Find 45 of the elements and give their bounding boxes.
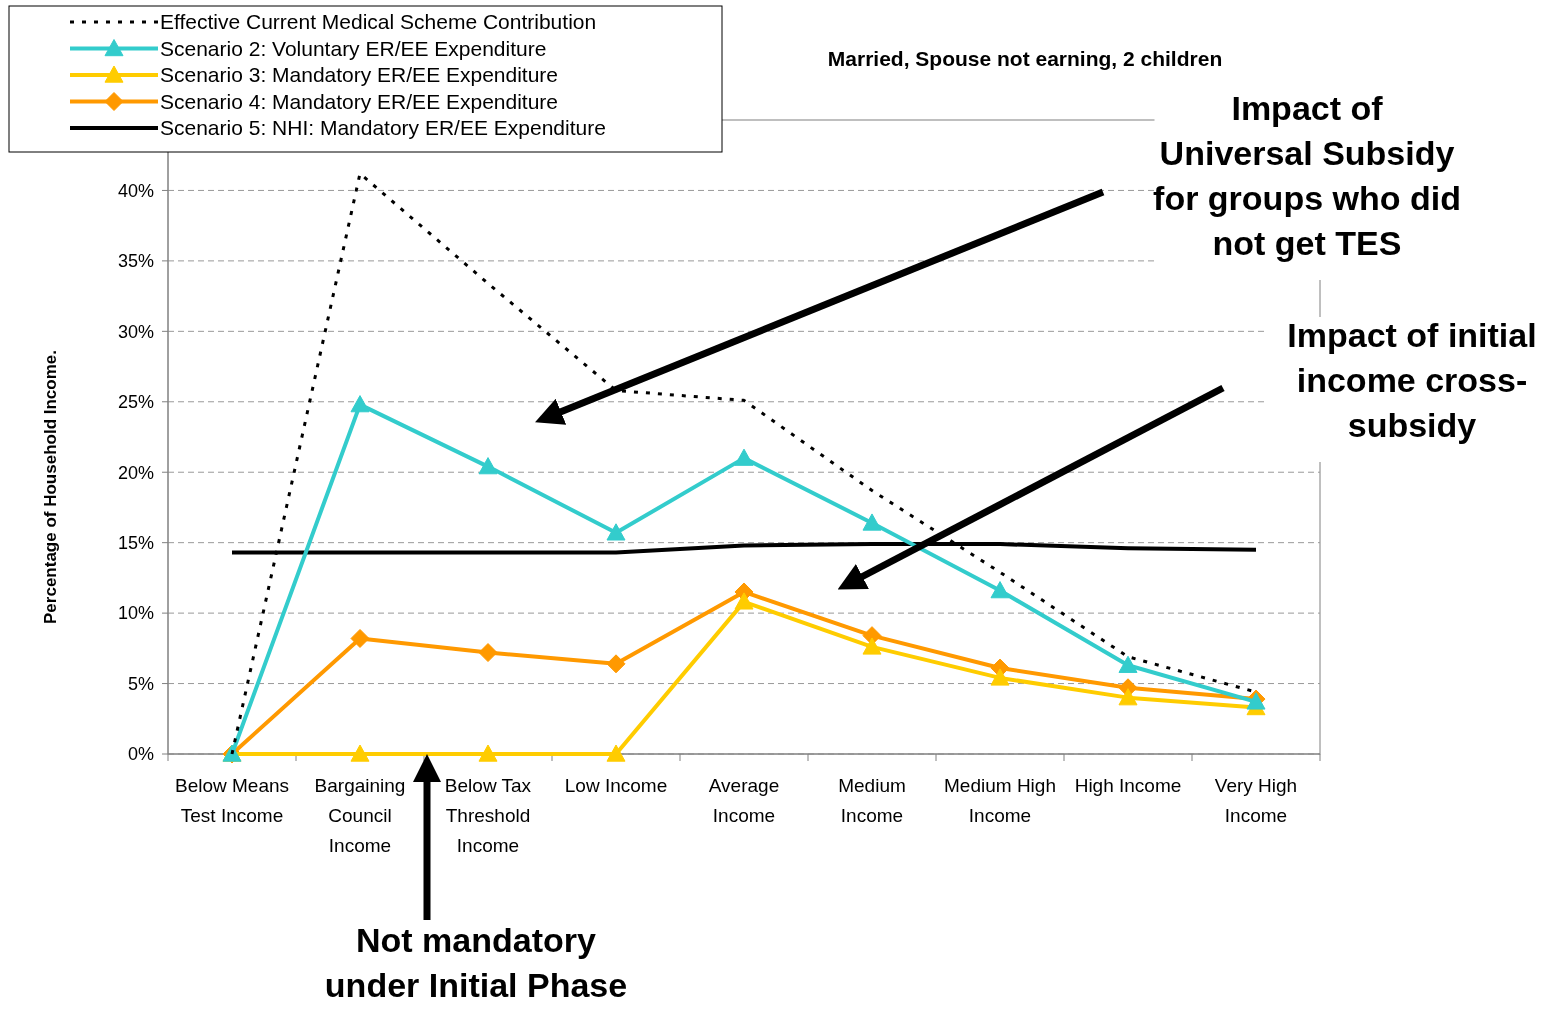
x-tick-label: Below Means Test Income — [174, 775, 290, 826]
chart-title: Married, Spouse not earning, 2 children — [827, 47, 1223, 70]
annotation: Impact of Universal Subsidy for groups who did not get TES — [1153, 89, 1461, 262]
x-tick-label: Low Income — [564, 775, 668, 796]
legend-label: Scenario 4: Mandatory ER/EE Expenditure — [160, 89, 559, 113]
legend-label: Scenario 5: NHI: Mandatory ER/EE Expenditure — [160, 116, 606, 140]
point — [990, 581, 1010, 599]
legend-label: Scenario 2: Voluntary ER/EE Expenditure — [160, 36, 547, 60]
point — [1118, 655, 1138, 673]
y-tick-label: 10% — [117, 603, 154, 624]
y-tick-label: 0% — [127, 744, 154, 765]
y-tick-label: 35% — [117, 251, 154, 272]
point — [478, 643, 498, 663]
point — [862, 513, 882, 531]
point — [606, 523, 626, 541]
x-tick-label: Below Tax Threshold Income — [444, 775, 532, 856]
point — [862, 637, 882, 655]
point — [606, 744, 626, 762]
y-tick-label: 25% — [117, 392, 154, 413]
point — [350, 744, 370, 762]
point — [734, 592, 754, 610]
point — [350, 628, 370, 648]
annotation: Impact of initial income cross-subsidy — [1287, 316, 1537, 444]
point — [350, 395, 370, 413]
point — [734, 448, 754, 466]
text: Not mandatory under Initial Phase — [324, 921, 628, 1004]
y-tick-label: 15% — [117, 532, 154, 553]
point — [606, 654, 626, 674]
legend-label: Scenario 3: Mandatory ER/EE Expenditure — [160, 63, 559, 87]
point — [990, 668, 1010, 686]
y-tick-label: 5% — [127, 673, 154, 694]
point — [478, 457, 498, 475]
y-tick-label: 30% — [117, 321, 154, 342]
point — [1118, 688, 1138, 706]
x-tick-label: Average Income — [708, 775, 780, 826]
x-tick-label: Medium Income — [838, 775, 906, 826]
y-axis-title: Percentage of Household Income. — [41, 350, 60, 624]
x-tick-label: Medium High Income — [944, 775, 1056, 826]
x-tick-label: Bargaining Council Income — [314, 775, 406, 856]
y-tick-label: 40% — [117, 180, 154, 201]
point — [478, 744, 498, 762]
x-tick-label: Very High Income — [1214, 775, 1298, 826]
x-tick-label: High Income — [1074, 775, 1182, 796]
legend-label: Effective Current Medical Scheme Contribution — [160, 10, 597, 34]
y-tick-label: 20% — [117, 462, 154, 483]
